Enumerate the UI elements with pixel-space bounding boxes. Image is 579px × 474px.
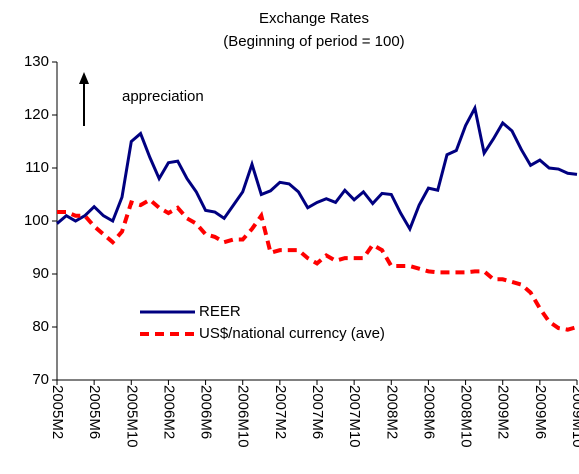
line-series <box>57 197 578 332</box>
x-tick-label: 2006M10 <box>235 385 252 448</box>
y-tick-label: 100 <box>24 212 49 229</box>
y-tick-label: 130 <box>24 53 49 70</box>
x-tick-label: 2005M10 <box>123 385 140 448</box>
x-tick-label: 2007M6 <box>309 385 326 439</box>
x-tick-label: 2008M10 <box>458 385 475 448</box>
x-tick-label: 2009M2 <box>495 385 512 439</box>
legend-label: REER <box>199 303 241 320</box>
x-tick-label: 2009M6 <box>532 385 549 439</box>
x-tick-label: 2006M2 <box>160 385 177 439</box>
chart-subtitle: (Beginning of period = 100) <box>223 33 404 50</box>
line-series <box>56 103 578 233</box>
y-tick-label: 70 <box>32 371 49 388</box>
x-tick-label: 2008M6 <box>420 385 437 439</box>
x-tick-label: 2006M6 <box>198 385 215 439</box>
arrow-head <box>79 72 89 84</box>
x-tick-label: 2008M2 <box>383 385 400 439</box>
x-tick-label: 2007M10 <box>346 385 363 448</box>
y-tick-label: 90 <box>32 265 49 282</box>
x-tick-label: 2005M6 <box>86 385 103 439</box>
legend-label: US$/national currency (ave) <box>199 325 385 342</box>
y-tick-label: 80 <box>32 318 49 335</box>
annotation: appreciation <box>122 88 204 105</box>
chart-title: Exchange Rates <box>259 10 369 27</box>
y-tick-label: 120 <box>24 106 49 123</box>
x-tick-label: 2007M2 <box>272 385 289 439</box>
y-tick-label: 110 <box>25 159 49 176</box>
x-tick-label: 2005M2 <box>49 385 66 439</box>
x-tick-label: 2009M10 <box>569 385 579 448</box>
